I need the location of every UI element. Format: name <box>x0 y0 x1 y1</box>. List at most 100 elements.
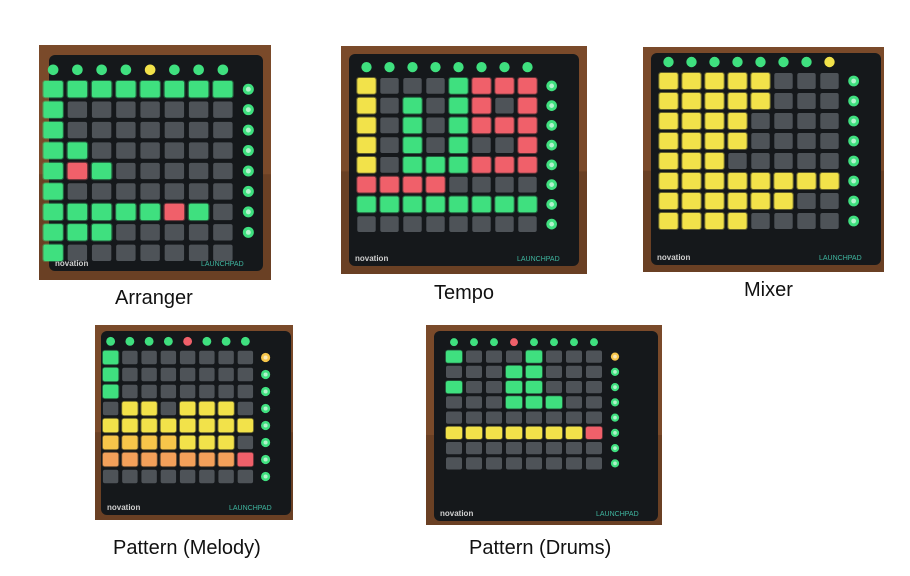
top-round-button <box>221 336 231 346</box>
grid-pad <box>820 153 839 169</box>
grid-pad <box>164 101 185 118</box>
play-arrow-icon <box>245 86 251 92</box>
grid-pad <box>546 457 562 470</box>
grid-pad <box>140 142 160 159</box>
play-arrow-icon <box>851 218 857 224</box>
grid-pad <box>213 203 233 221</box>
grid-pad <box>141 469 157 484</box>
top-round-button <box>550 338 558 347</box>
grid-pad <box>116 183 136 200</box>
top-round-button <box>801 56 812 68</box>
grid-pad <box>160 435 177 450</box>
grid-pad <box>357 196 376 213</box>
grid-pad <box>546 426 562 439</box>
grid-pad <box>199 418 215 433</box>
grid-pad <box>218 452 234 467</box>
grid-pad <box>403 196 422 213</box>
grid-pad <box>188 121 209 139</box>
grid-pad <box>466 396 482 409</box>
grid-pad <box>160 469 177 484</box>
grid-pad <box>466 381 482 394</box>
brand-label: novation <box>440 509 473 518</box>
play-arrow-icon <box>263 389 268 394</box>
grid-pad <box>237 384 254 399</box>
grid-pad <box>43 142 63 159</box>
grid-pad <box>218 384 234 399</box>
grid-pad <box>237 435 254 450</box>
grid-pad <box>213 81 233 98</box>
grid-pad <box>486 381 502 394</box>
grid-pad <box>67 121 88 139</box>
grid-pad <box>486 442 502 455</box>
grid-pad <box>357 137 376 154</box>
grid-pad <box>426 137 445 154</box>
grid-pad <box>199 367 215 382</box>
play-arrow-icon <box>245 148 251 154</box>
play-arrow-icon <box>549 142 555 148</box>
grid-pad <box>102 418 119 433</box>
grid-pad <box>116 142 136 159</box>
grid-pad <box>67 101 88 118</box>
grid-pad <box>179 350 196 365</box>
grid-pad <box>586 426 602 439</box>
play-arrow-icon <box>263 423 268 428</box>
grid-pad <box>728 153 747 169</box>
grid-pad <box>102 435 119 450</box>
grid-pad <box>751 133 770 149</box>
grid-pad <box>380 216 399 233</box>
grid-pad <box>705 193 724 209</box>
grid-pad <box>426 77 445 94</box>
grid-pad <box>546 350 562 363</box>
grid-pad <box>466 457 482 470</box>
top-round-button <box>570 338 578 347</box>
grid-pad <box>751 173 770 189</box>
top-round-button <box>217 64 229 76</box>
play-arrow-icon <box>245 209 251 215</box>
grid-pad <box>659 213 678 229</box>
grid-pad <box>586 457 602 470</box>
play-arrow-icon <box>613 446 617 450</box>
grid-pad <box>526 396 542 409</box>
caption-arranger: Arranger <box>115 287 193 309</box>
grid-pad <box>164 81 185 98</box>
top-round-button <box>169 64 180 76</box>
grid-pad <box>179 469 196 484</box>
grid-pad <box>518 97 537 114</box>
grid-pad <box>705 93 724 109</box>
grid-pad <box>160 384 177 399</box>
play-arrow-icon <box>549 83 555 89</box>
play-arrow-icon <box>263 457 268 462</box>
grid-pad <box>43 162 63 180</box>
top-round-button <box>824 56 835 68</box>
launchpad-pattern-melody: novation LAUNCHPAD <box>95 325 293 520</box>
grid-pad <box>140 121 160 139</box>
grid-pad <box>466 350 482 363</box>
play-arrow-icon <box>245 229 251 235</box>
grid-pad <box>486 365 502 378</box>
grid-pad <box>426 216 445 233</box>
grid-pad <box>449 156 468 173</box>
play-arrow-icon <box>549 123 555 128</box>
top-round-button <box>755 56 766 68</box>
grid-pad <box>586 365 602 378</box>
grid-pad <box>380 176 399 193</box>
grid-pad <box>403 156 422 173</box>
grid-pad <box>797 113 816 129</box>
grid-pad <box>774 193 793 209</box>
grid-pad <box>751 193 770 209</box>
play-arrow-icon <box>549 221 555 227</box>
grid-pad <box>140 224 160 241</box>
top-round-button <box>663 56 674 68</box>
grid-pad <box>566 350 582 363</box>
top-round-button <box>407 61 418 73</box>
grid-pad <box>357 97 376 114</box>
grid-pad <box>213 162 233 180</box>
grid-pad <box>141 401 157 416</box>
grid-pad <box>705 213 724 229</box>
play-arrow-icon <box>613 431 617 435</box>
launchpad-mixer: novation LAUNCHPAD <box>643 47 884 272</box>
grid-pad <box>586 442 602 455</box>
top-round-button <box>530 338 538 347</box>
grid-pad <box>164 142 185 159</box>
grid-pad <box>188 142 209 159</box>
